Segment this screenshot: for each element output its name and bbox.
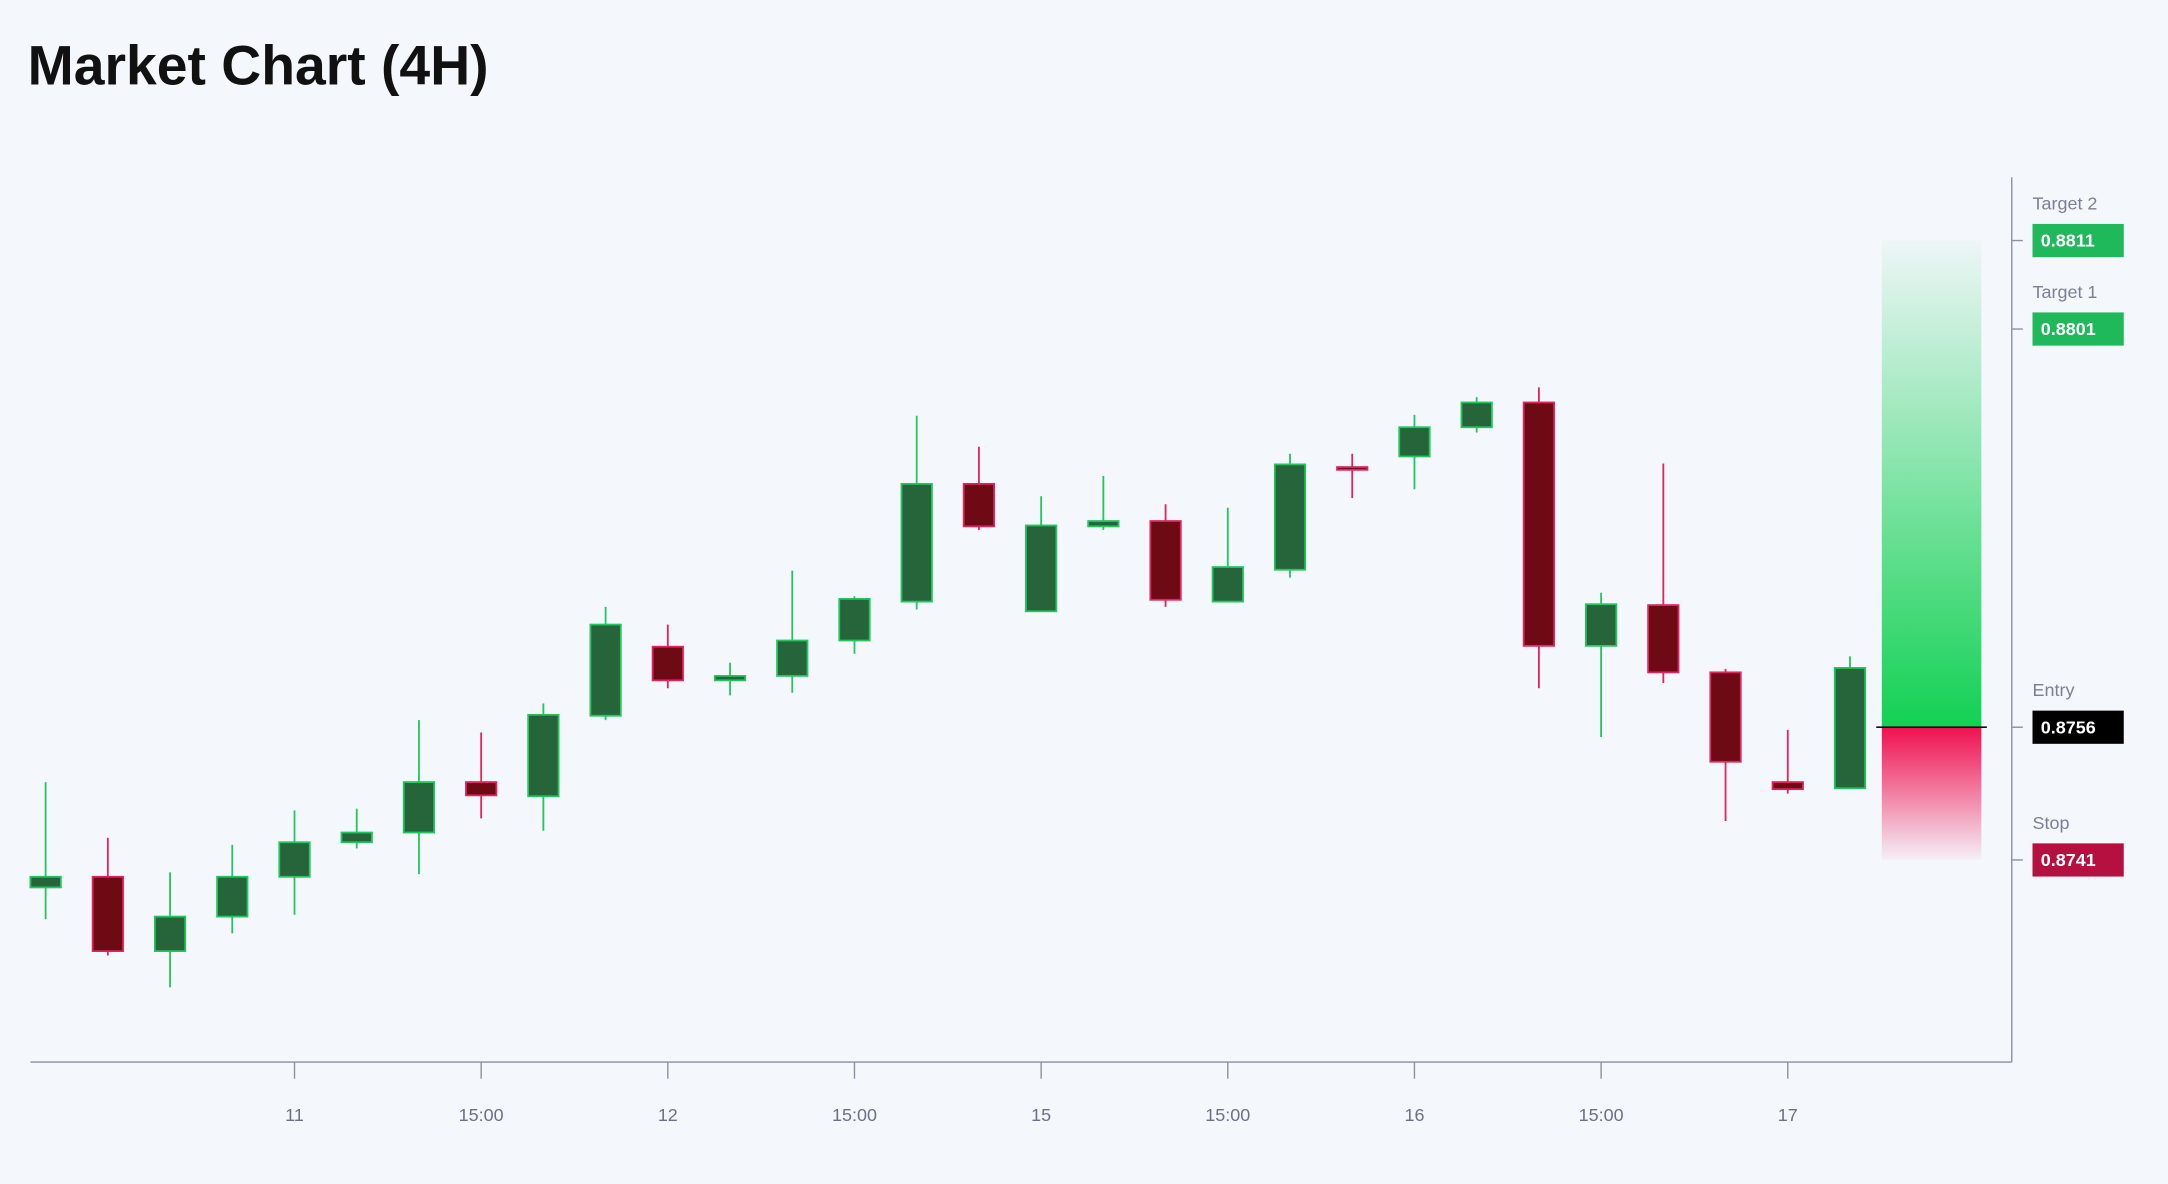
chart-title: Market Chart (4H) — [28, 35, 489, 97]
candle-body — [1398, 426, 1431, 458]
level-name: Stop — [2033, 813, 2070, 833]
candle-body — [589, 623, 622, 717]
level-name: Entry — [2033, 680, 2075, 700]
candle-body — [1087, 520, 1120, 528]
level-value: 0.8811 — [2041, 231, 2095, 251]
candle-body — [1273, 463, 1307, 571]
x-tick-label: 15:00 — [832, 1105, 877, 1125]
candle-body — [1585, 603, 1618, 647]
level-badge — [2032, 843, 2124, 877]
candle-body — [1025, 524, 1058, 613]
level-name: Target 1 — [2033, 282, 2098, 302]
level-value: 0.8756 — [2041, 717, 2096, 737]
level-badge — [2032, 710, 2124, 744]
candle-body — [402, 781, 436, 834]
loss-zone — [1881, 727, 1982, 860]
candle-body — [1833, 667, 1867, 790]
candle-body — [1211, 566, 1244, 603]
x-tick-label: 15:00 — [1205, 1105, 1250, 1125]
candle-body — [1522, 401, 1556, 647]
level-value: 0.8741 — [2041, 850, 2096, 870]
candle-body — [713, 675, 747, 682]
candle-body — [527, 713, 560, 798]
candle-body — [962, 482, 996, 528]
candle-body — [776, 639, 809, 677]
candle-body — [838, 598, 871, 642]
candle-body — [1709, 671, 1742, 763]
candle-body — [216, 875, 249, 918]
candle-body — [29, 875, 62, 889]
x-tick-label: 17 — [1778, 1105, 1798, 1125]
candle-body — [465, 781, 498, 797]
x-tick-label: 12 — [658, 1105, 678, 1125]
candle-body — [340, 831, 373, 844]
candle-body — [1460, 401, 1493, 429]
candle-body — [900, 482, 933, 603]
candle-body — [651, 645, 684, 682]
candle-body — [1771, 781, 1804, 791]
level-value: 0.8801 — [2041, 319, 2096, 339]
candle-body — [1149, 520, 1182, 601]
candle-body — [278, 841, 311, 878]
x-tick-label: 15:00 — [1579, 1105, 1624, 1125]
level-name: Target 2 — [2033, 193, 2098, 213]
candle-body — [91, 875, 124, 953]
x-tick-label: 15:00 — [459, 1105, 504, 1125]
x-tick-label: 11 — [285, 1105, 304, 1125]
candle-body — [153, 915, 187, 953]
candle-body — [1647, 604, 1680, 674]
x-tick-label: 15 — [1031, 1105, 1051, 1125]
level-badge — [2032, 312, 2124, 346]
level-badge — [2032, 223, 2124, 258]
profit-zone — [1881, 240, 1982, 728]
candle-body — [1336, 466, 1369, 471]
x-tick-label: 16 — [1404, 1105, 1424, 1125]
